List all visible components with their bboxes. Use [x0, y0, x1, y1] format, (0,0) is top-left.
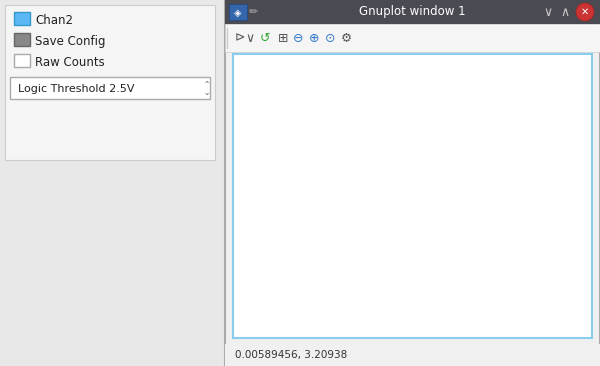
Text: Gnuplot window 1: Gnuplot window 1 — [359, 5, 466, 19]
Bar — [225, 0, 600, 366]
Text: ∨: ∨ — [544, 5, 553, 19]
Text: Raw Counts: Raw Counts — [35, 56, 105, 68]
Bar — [0, 0, 225, 366]
Text: Save Config: Save Config — [35, 34, 106, 48]
Title: Channel 1: Channel 1 — [398, 60, 461, 73]
Text: Logic Threshold 2.5V: Logic Threshold 2.5V — [18, 84, 134, 94]
Bar — [225, 344, 600, 366]
Text: CHA...: CHA... — [512, 87, 542, 97]
Text: ⊙: ⊙ — [325, 31, 335, 45]
Text: ⊕: ⊕ — [309, 31, 319, 45]
Bar — [225, 24, 600, 52]
Text: ∧: ∧ — [560, 5, 569, 19]
Text: ∨: ∨ — [245, 31, 254, 45]
Text: ⚙: ⚙ — [340, 31, 352, 45]
Bar — [14, 12, 30, 25]
Bar — [225, 0, 600, 24]
Bar — [233, 54, 592, 338]
Text: ✕: ✕ — [581, 7, 589, 17]
Text: ✏: ✏ — [248, 7, 257, 17]
Text: ⊖: ⊖ — [293, 31, 303, 45]
Text: 0.00589456, 3.20938: 0.00589456, 3.20938 — [235, 350, 347, 360]
Text: ⌃
⌄: ⌃ ⌄ — [203, 81, 209, 97]
Bar — [14, 54, 30, 67]
Text: ◈: ◈ — [234, 8, 242, 18]
Circle shape — [576, 3, 594, 21]
Text: Chan2: Chan2 — [35, 14, 73, 26]
Bar — [5, 5, 215, 160]
Bar — [14, 33, 30, 46]
Text: ⊞: ⊞ — [278, 31, 288, 45]
Text: ↺: ↺ — [260, 31, 270, 45]
Bar — [229, 4, 247, 20]
Text: ⊳: ⊳ — [235, 31, 245, 45]
Bar — [10, 77, 210, 99]
